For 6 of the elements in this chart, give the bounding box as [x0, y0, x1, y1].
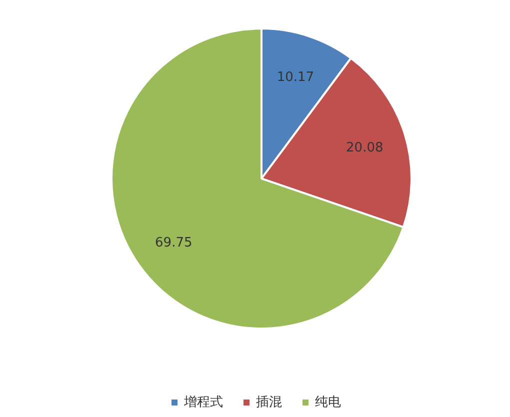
- data-label: 69.75: [155, 235, 192, 250]
- legend-label: 插混: [256, 394, 282, 411]
- legend-label: 增程式: [184, 394, 223, 411]
- data-label: 10.17: [276, 70, 314, 86]
- legend-label: 纯电: [315, 394, 341, 411]
- data-label: 20.08: [346, 140, 384, 156]
